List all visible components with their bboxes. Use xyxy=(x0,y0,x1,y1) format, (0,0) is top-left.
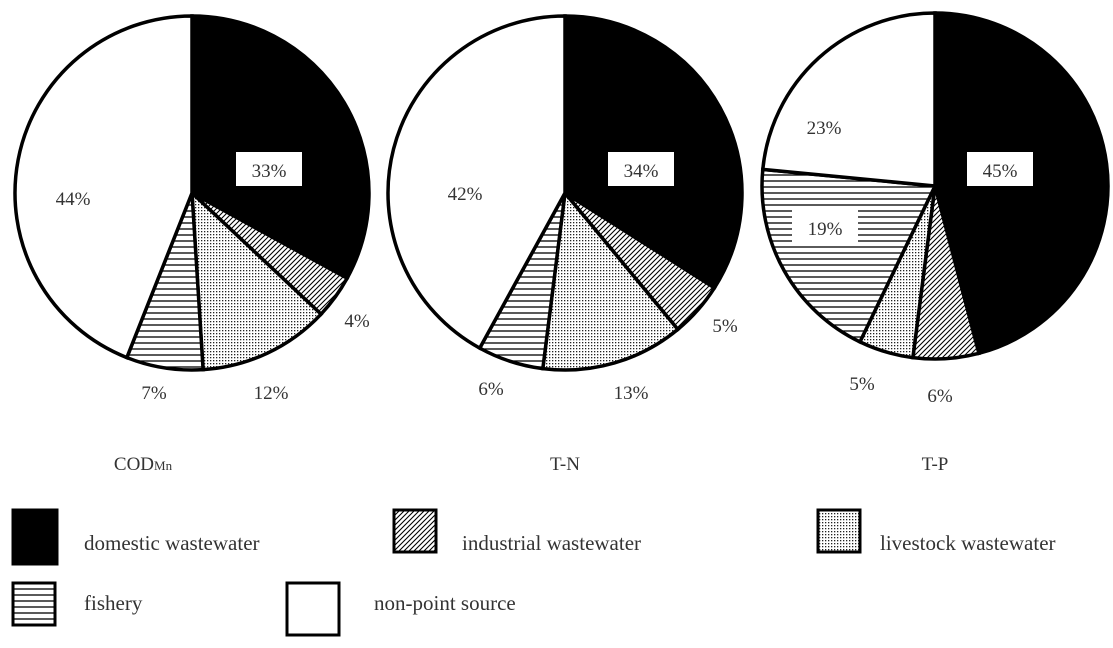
slice-label-industrial: 6% xyxy=(927,386,953,407)
slice-label-livestock: 12% xyxy=(254,383,289,404)
legend-swatch-domestic xyxy=(11,508,59,566)
slice-label-domestic: 33% xyxy=(252,161,287,182)
pie-caption: T-P xyxy=(922,454,949,475)
legend-label-livestock: livestock wastewater xyxy=(880,531,1056,555)
legend-item-domestic: domestic wastewater xyxy=(11,508,260,566)
slice-nonpoint xyxy=(13,14,194,360)
slice-livestock xyxy=(189,188,324,372)
slice-label-fishery: 19% xyxy=(808,219,843,240)
slice-label-nonpoint: 44% xyxy=(56,189,91,210)
slice-label-domestic: 45% xyxy=(983,161,1018,182)
legend-swatch-nonpoint xyxy=(285,581,341,637)
slice-label-industrial: 5% xyxy=(712,316,738,337)
pie-caption: CODMn xyxy=(114,454,173,475)
pie-chart-2: 34% 5% 13% 6% 42% T-N xyxy=(386,14,744,475)
slice-label-nonpoint: 42% xyxy=(448,184,483,205)
label-box xyxy=(967,152,1033,186)
pie-chart-1: 33% 4% 12% 7% 44% CODMn xyxy=(13,14,371,475)
legend-item-nonpoint: non-point source xyxy=(285,581,516,637)
slice-label-nonpoint: 23% xyxy=(807,118,842,139)
pie-caption: T-N xyxy=(550,454,580,475)
legend: domestic wastewater industrial wastewater… xyxy=(11,508,1056,637)
legend-item-livestock: livestock wastewater xyxy=(816,508,1056,555)
legend-swatch-livestock xyxy=(816,508,862,554)
label-box xyxy=(236,152,302,186)
label-box xyxy=(791,109,857,143)
pies-group: 33% 4% 12% 7% 44% CODMn 34% 5% 13% 6% 42% T-N 45% 6% 5… xyxy=(13,11,1110,475)
pie-chart-3: 45% 6% 5% 19% 23% T-P xyxy=(760,11,1110,475)
slice-domestic xyxy=(190,14,371,281)
slice-label-fishery: 7% xyxy=(141,383,167,404)
slice-label-domestic: 34% xyxy=(624,161,659,182)
slice-label-livestock: 13% xyxy=(614,383,649,404)
label-box xyxy=(792,210,858,244)
slice-label-livestock: 5% xyxy=(849,374,875,395)
slice-label-fishery: 6% xyxy=(478,379,504,400)
legend-label-fishery: fishery xyxy=(84,591,143,615)
slice-nonpoint xyxy=(760,11,937,188)
legend-label-domestic: domestic wastewater xyxy=(84,531,260,555)
slice-livestock xyxy=(540,188,681,372)
legend-swatch-fishery xyxy=(11,581,57,627)
legend-item-industrial: industrial wastewater xyxy=(392,508,641,555)
slice-nonpoint xyxy=(386,14,567,351)
legend-label-industrial: industrial wastewater xyxy=(462,531,641,555)
legend-swatch-industrial xyxy=(392,508,438,554)
legend-label-nonpoint: non-point source xyxy=(374,591,516,615)
label-box xyxy=(608,152,674,186)
slice-label-industrial: 4% xyxy=(344,311,370,332)
legend-item-fishery: fishery xyxy=(11,581,143,627)
